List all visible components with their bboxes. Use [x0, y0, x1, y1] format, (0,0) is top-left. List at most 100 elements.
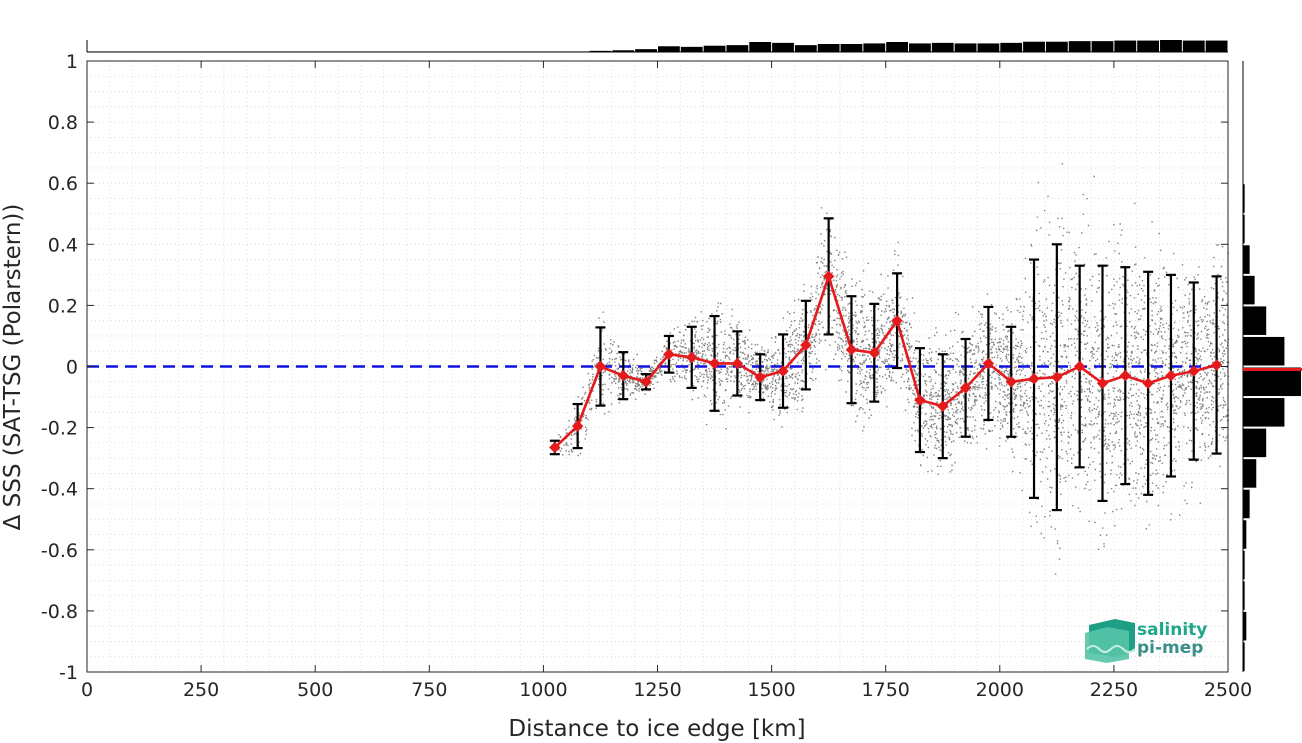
- top-histogram-bar: [1091, 41, 1114, 52]
- y-tick-label: -0.6: [41, 540, 78, 562]
- mean-point: [1188, 365, 1200, 377]
- x-tick-label: 1750: [862, 679, 910, 701]
- top-histogram-bar: [794, 45, 817, 52]
- y-tick-label: -0.4: [41, 479, 78, 501]
- top-histogram-bar: [1182, 40, 1205, 52]
- y-tick-label: -0.2: [41, 418, 78, 440]
- wave-icon: [1085, 619, 1136, 663]
- top-histogram-bar: [680, 46, 703, 52]
- mean-point: [1210, 359, 1223, 371]
- mean-point: [937, 400, 949, 412]
- top-histogram-bar: [1137, 40, 1160, 52]
- top-histogram-bar: [1000, 42, 1023, 52]
- mean-point: [549, 441, 561, 454]
- top-histogram-bar: [886, 42, 909, 52]
- right-histogram-bar: [1243, 611, 1247, 641]
- logo-line1: salinity: [1137, 620, 1207, 640]
- right-histogram-bar: [1243, 336, 1285, 366]
- x-tick-label: 2000: [976, 679, 1024, 701]
- top-histogram-bar: [703, 45, 726, 52]
- mean-point: [891, 314, 903, 327]
- top-histogram-bar: [817, 44, 840, 52]
- top-histogram-bar: [909, 43, 931, 52]
- top-histogram-bar: [406, 51, 429, 52]
- y-axis-ticks: -1 -0.8 -0.6 -0.4 -0.2 0 0.2 0.4 0.6 0.8 1: [41, 51, 1228, 684]
- top-histogram-bar: [749, 42, 772, 52]
- top-histogram-bar: [772, 42, 794, 52]
- x-tick-label: 1000: [519, 679, 567, 701]
- top-histogram-bar: [110, 51, 133, 52]
- top-histogram-bar: [863, 43, 886, 52]
- right-histogram-bar: [1243, 245, 1250, 274]
- mean-point: [686, 351, 698, 364]
- x-tick-label: 750: [411, 679, 447, 701]
- x-tick-label: 2500: [1204, 679, 1252, 701]
- top-histogram-bar: [1023, 41, 1045, 52]
- top-histogram-bar: [247, 51, 270, 52]
- y-tick-label: -0.8: [41, 601, 78, 623]
- top-histogram-bar: [1160, 40, 1182, 52]
- mean-point: [663, 348, 675, 360]
- top-histogram-bar: [635, 49, 657, 52]
- right-histogram-bar: [1243, 520, 1247, 549]
- x-tick-label: 0: [81, 679, 93, 701]
- mean-point: [1119, 369, 1132, 382]
- mean-point: [1005, 376, 1017, 388]
- right-histogram-bar: [1243, 581, 1245, 610]
- top-histogram-bar: [338, 51, 361, 52]
- y-tick-label: 0.8: [48, 112, 78, 134]
- x-tick-label: 1250: [633, 679, 681, 701]
- mean-point: [959, 382, 972, 394]
- right-histogram-bar: [1243, 398, 1285, 427]
- scatter-cloud: [557, 163, 1230, 575]
- mean-point: [1165, 369, 1177, 382]
- mean-point: [640, 376, 652, 388]
- top-histogram-bar: [292, 51, 315, 52]
- top-histogram-bar: [1068, 41, 1091, 52]
- x-axis-ticks: 0 250 500 750 1000 1250 1500 1750 2000 2250 2500: [81, 61, 1252, 701]
- mean-point: [1073, 360, 1086, 373]
- top-histogram-bar: [931, 42, 954, 52]
- right-histogram-bar: [1243, 184, 1245, 213]
- mean-point: [617, 369, 629, 382]
- top-histogram-bar: [133, 51, 155, 52]
- top-histogram-bar: [270, 51, 292, 52]
- top-histogram-bar: [612, 50, 635, 52]
- scatter-points: [557, 163, 1230, 575]
- top-histogram-bar: [224, 51, 247, 52]
- mean-point: [800, 339, 812, 351]
- y-tick-label: 0.2: [48, 295, 78, 317]
- error-bars: [549, 217, 1222, 512]
- x-tick-label: 2250: [1090, 679, 1138, 701]
- top-histogram-bar: [1114, 40, 1137, 52]
- salinity-pi-mep-logo: salinity pi-mep: [1085, 619, 1207, 663]
- y-axis-label: Δ SSS (SAT-TSG (Polarstern)): [0, 204, 26, 531]
- y-tick-label: 0: [66, 357, 78, 379]
- right-histogram-bar: [1243, 367, 1301, 397]
- right-histogram-bar: [1243, 214, 1245, 244]
- right-histogram-bar: [1243, 275, 1255, 305]
- mean-point: [571, 420, 584, 432]
- x-tick-label: 500: [297, 679, 333, 701]
- top-histogram-bar: [452, 51, 475, 52]
- mean-point: [822, 270, 835, 283]
- x-axis-label: Distance to ice edge [km]: [508, 716, 805, 742]
- top-histogram-bar: [521, 51, 543, 52]
- top-histogram-bar: [954, 43, 977, 52]
- top-histogram-bar: [658, 46, 680, 52]
- mean-point: [868, 347, 880, 359]
- y-tick-label: 0.4: [48, 234, 78, 256]
- mean-point: [708, 357, 721, 370]
- right-histogram-bar: [1243, 428, 1267, 458]
- logo-line2: pi-mep: [1137, 638, 1203, 658]
- mean-point: [1096, 377, 1109, 390]
- top-histogram: [86, 40, 1228, 53]
- y-tick-label: 1: [66, 51, 78, 73]
- right-histogram-bar: [1243, 489, 1250, 519]
- x-tick-label: 250: [183, 679, 219, 701]
- mean-point: [914, 394, 926, 406]
- right-histogram-bar: [1243, 459, 1257, 488]
- mean-series: [549, 270, 1223, 454]
- top-histogram-bar: [1205, 40, 1228, 52]
